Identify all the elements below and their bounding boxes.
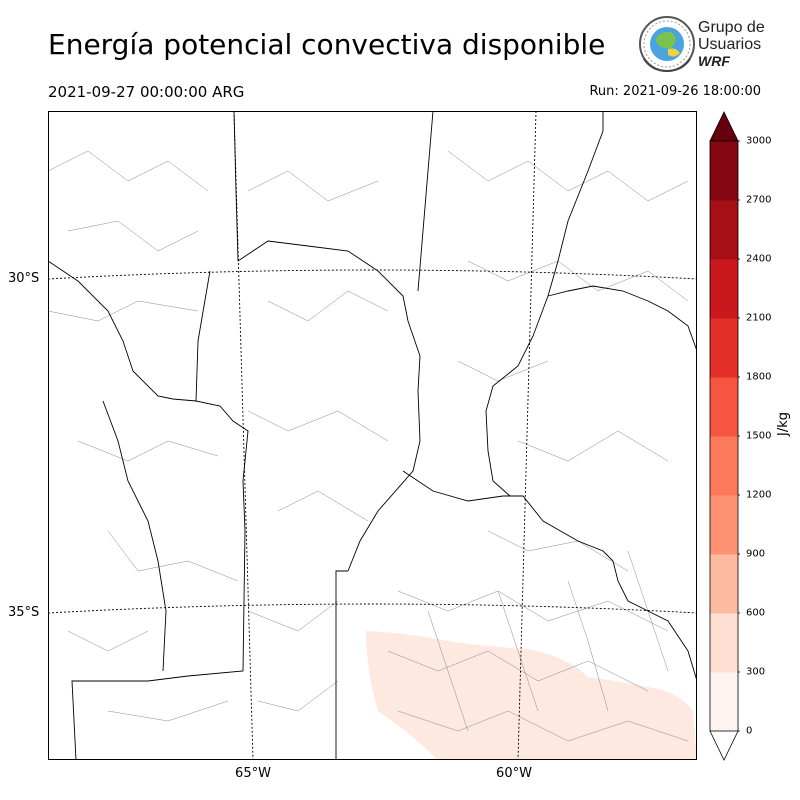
lon-label-65w: 65°W — [235, 766, 271, 781]
logo-text-line3: WRF — [698, 53, 730, 69]
lat-label-30s: 30°S — [8, 271, 40, 286]
colorbar-tick-label: 2400 — [746, 253, 772, 265]
colorbar-tick-label: 2100 — [746, 312, 772, 324]
colorbar-tick-label: 2700 — [746, 194, 772, 206]
province-boundaries — [48, 111, 697, 760]
colorbar — [708, 111, 742, 761]
map-border — [48, 111, 697, 760]
colorbar-tick-label: 1500 — [746, 430, 772, 442]
colorbar-bin — [710, 613, 738, 673]
colorbar-under-arrow — [709, 730, 739, 761]
logo: Grupo de Usuarios WRF — [638, 15, 768, 73]
run-time: Run: 2021-09-26 18:00:00 — [589, 84, 761, 99]
colorbar-over-arrow — [709, 111, 739, 142]
lon-label-60w: 60°W — [496, 766, 532, 781]
colorbar-bin — [710, 554, 738, 614]
colorbar-bin — [710, 377, 738, 437]
parallel-35s — [48, 603, 697, 614]
globe-emblem-icon — [639, 16, 695, 73]
map-canvas — [48, 111, 697, 760]
graticule — [48, 111, 697, 760]
lat-label-35s: 35°S — [8, 605, 40, 620]
colorbar-tick-label: 3000 — [746, 135, 772, 147]
parallel-30s — [48, 269, 697, 280]
logo-text-line2: Usuarios — [698, 36, 762, 53]
colorbar-bin — [710, 318, 738, 378]
colorbar-bin — [710, 200, 738, 260]
logo-text-line1: Grupo de — [698, 19, 765, 36]
colorbar-bin — [710, 436, 738, 496]
colorbar-svg — [709, 111, 742, 761]
colorbar-bin — [710, 672, 738, 732]
colorbar-bin — [710, 259, 738, 319]
colorbar-tick-label: 1200 — [746, 489, 772, 501]
page-title: Energía potencial convectiva disponible — [48, 28, 606, 61]
district-lines — [48, 150, 689, 742]
colorbar-bin — [710, 141, 738, 201]
colorbar-unit: J/kg — [776, 412, 791, 436]
meridian-60w — [517, 111, 537, 760]
meridian-65w — [233, 111, 254, 760]
colorbar-tick-label: 300 — [746, 666, 766, 678]
colorbar-tick-label: 900 — [746, 548, 766, 560]
colorbar-tick-label: 1800 — [746, 371, 772, 383]
map-frame — [48, 111, 697, 760]
valid-time: 2021-09-27 00:00:00 ARG — [48, 83, 245, 101]
colorbar-tick-label: 0 — [746, 725, 753, 737]
colorbar-tick-label: 600 — [746, 607, 766, 619]
colorbar-bin — [710, 495, 738, 555]
